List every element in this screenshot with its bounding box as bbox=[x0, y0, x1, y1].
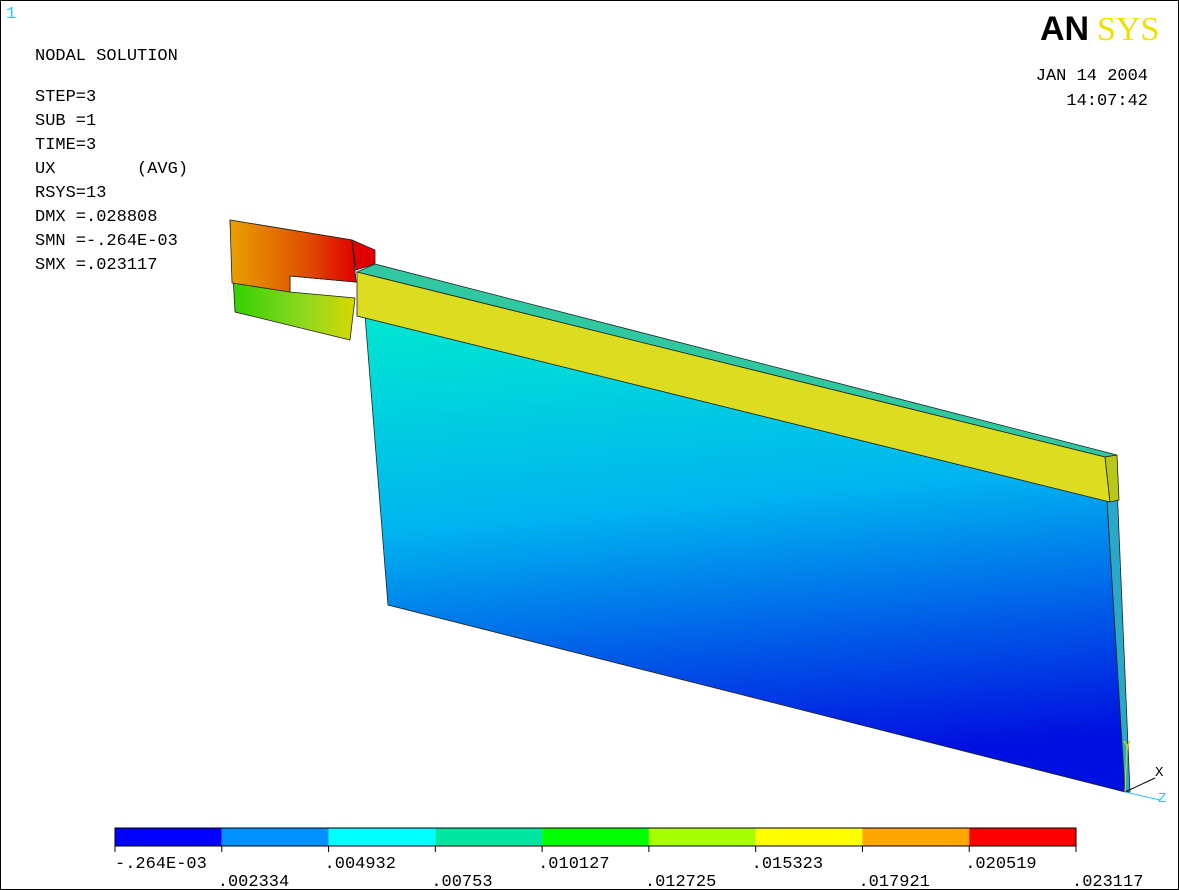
plot-title: NODAL SOLUTION bbox=[35, 47, 178, 66]
info-line: RSYS=13 bbox=[35, 184, 106, 203]
legend-swatch bbox=[969, 828, 1076, 846]
logo-an: AN bbox=[1040, 10, 1089, 48]
legend-label: .015323 bbox=[752, 855, 823, 874]
page: 1 AN SYS NODAL SOLUTION STEP=3 SUB =1 TIME=… bbox=[0, 0, 1179, 890]
legend-swatch bbox=[649, 828, 756, 846]
info-line: SMN =-.264E-03 bbox=[35, 232, 178, 251]
date: JAN 14 2004 bbox=[1036, 67, 1148, 86]
legend-swatch bbox=[756, 828, 863, 846]
triad-z-label: Z bbox=[1158, 791, 1166, 807]
ansys-window: 1 AN SYS NODAL SOLUTION STEP=3 SUB =1 TIME=… bbox=[0, 0, 1179, 890]
legend-swatch bbox=[222, 828, 329, 846]
legend-swatch bbox=[435, 828, 542, 846]
legend-label: .020519 bbox=[965, 855, 1036, 874]
legend-label: .010127 bbox=[538, 855, 609, 874]
legend-swatch bbox=[862, 828, 969, 846]
legend-swatch bbox=[115, 828, 222, 846]
legend-swatch bbox=[329, 828, 436, 846]
info-line: STEP=3 bbox=[35, 88, 96, 107]
triad-x-label: X bbox=[1155, 765, 1164, 781]
legend-label: .023117 bbox=[1072, 873, 1143, 890]
legend-label: .00753 bbox=[431, 873, 492, 890]
info-line: SMX =.023117 bbox=[35, 256, 157, 275]
logo-sys: SYS bbox=[1097, 11, 1159, 48]
time: 14:07:42 bbox=[1066, 92, 1148, 111]
legend-label: .017921 bbox=[858, 873, 929, 890]
info-line: TIME=3 bbox=[35, 136, 96, 155]
legend-label: .004932 bbox=[325, 855, 396, 874]
legend-swatch bbox=[542, 828, 649, 846]
legend-label: .002334 bbox=[218, 873, 289, 890]
legend-label: -.264E-03 bbox=[115, 855, 207, 874]
triad-y-label: Y bbox=[1123, 739, 1132, 755]
info-line: SUB =1 bbox=[35, 112, 96, 131]
info-line: DMX =.028808 bbox=[35, 208, 157, 227]
window-number: 1 bbox=[6, 5, 16, 24]
info-line: UX (AVG) bbox=[35, 160, 188, 179]
legend-label: .012725 bbox=[645, 873, 716, 890]
